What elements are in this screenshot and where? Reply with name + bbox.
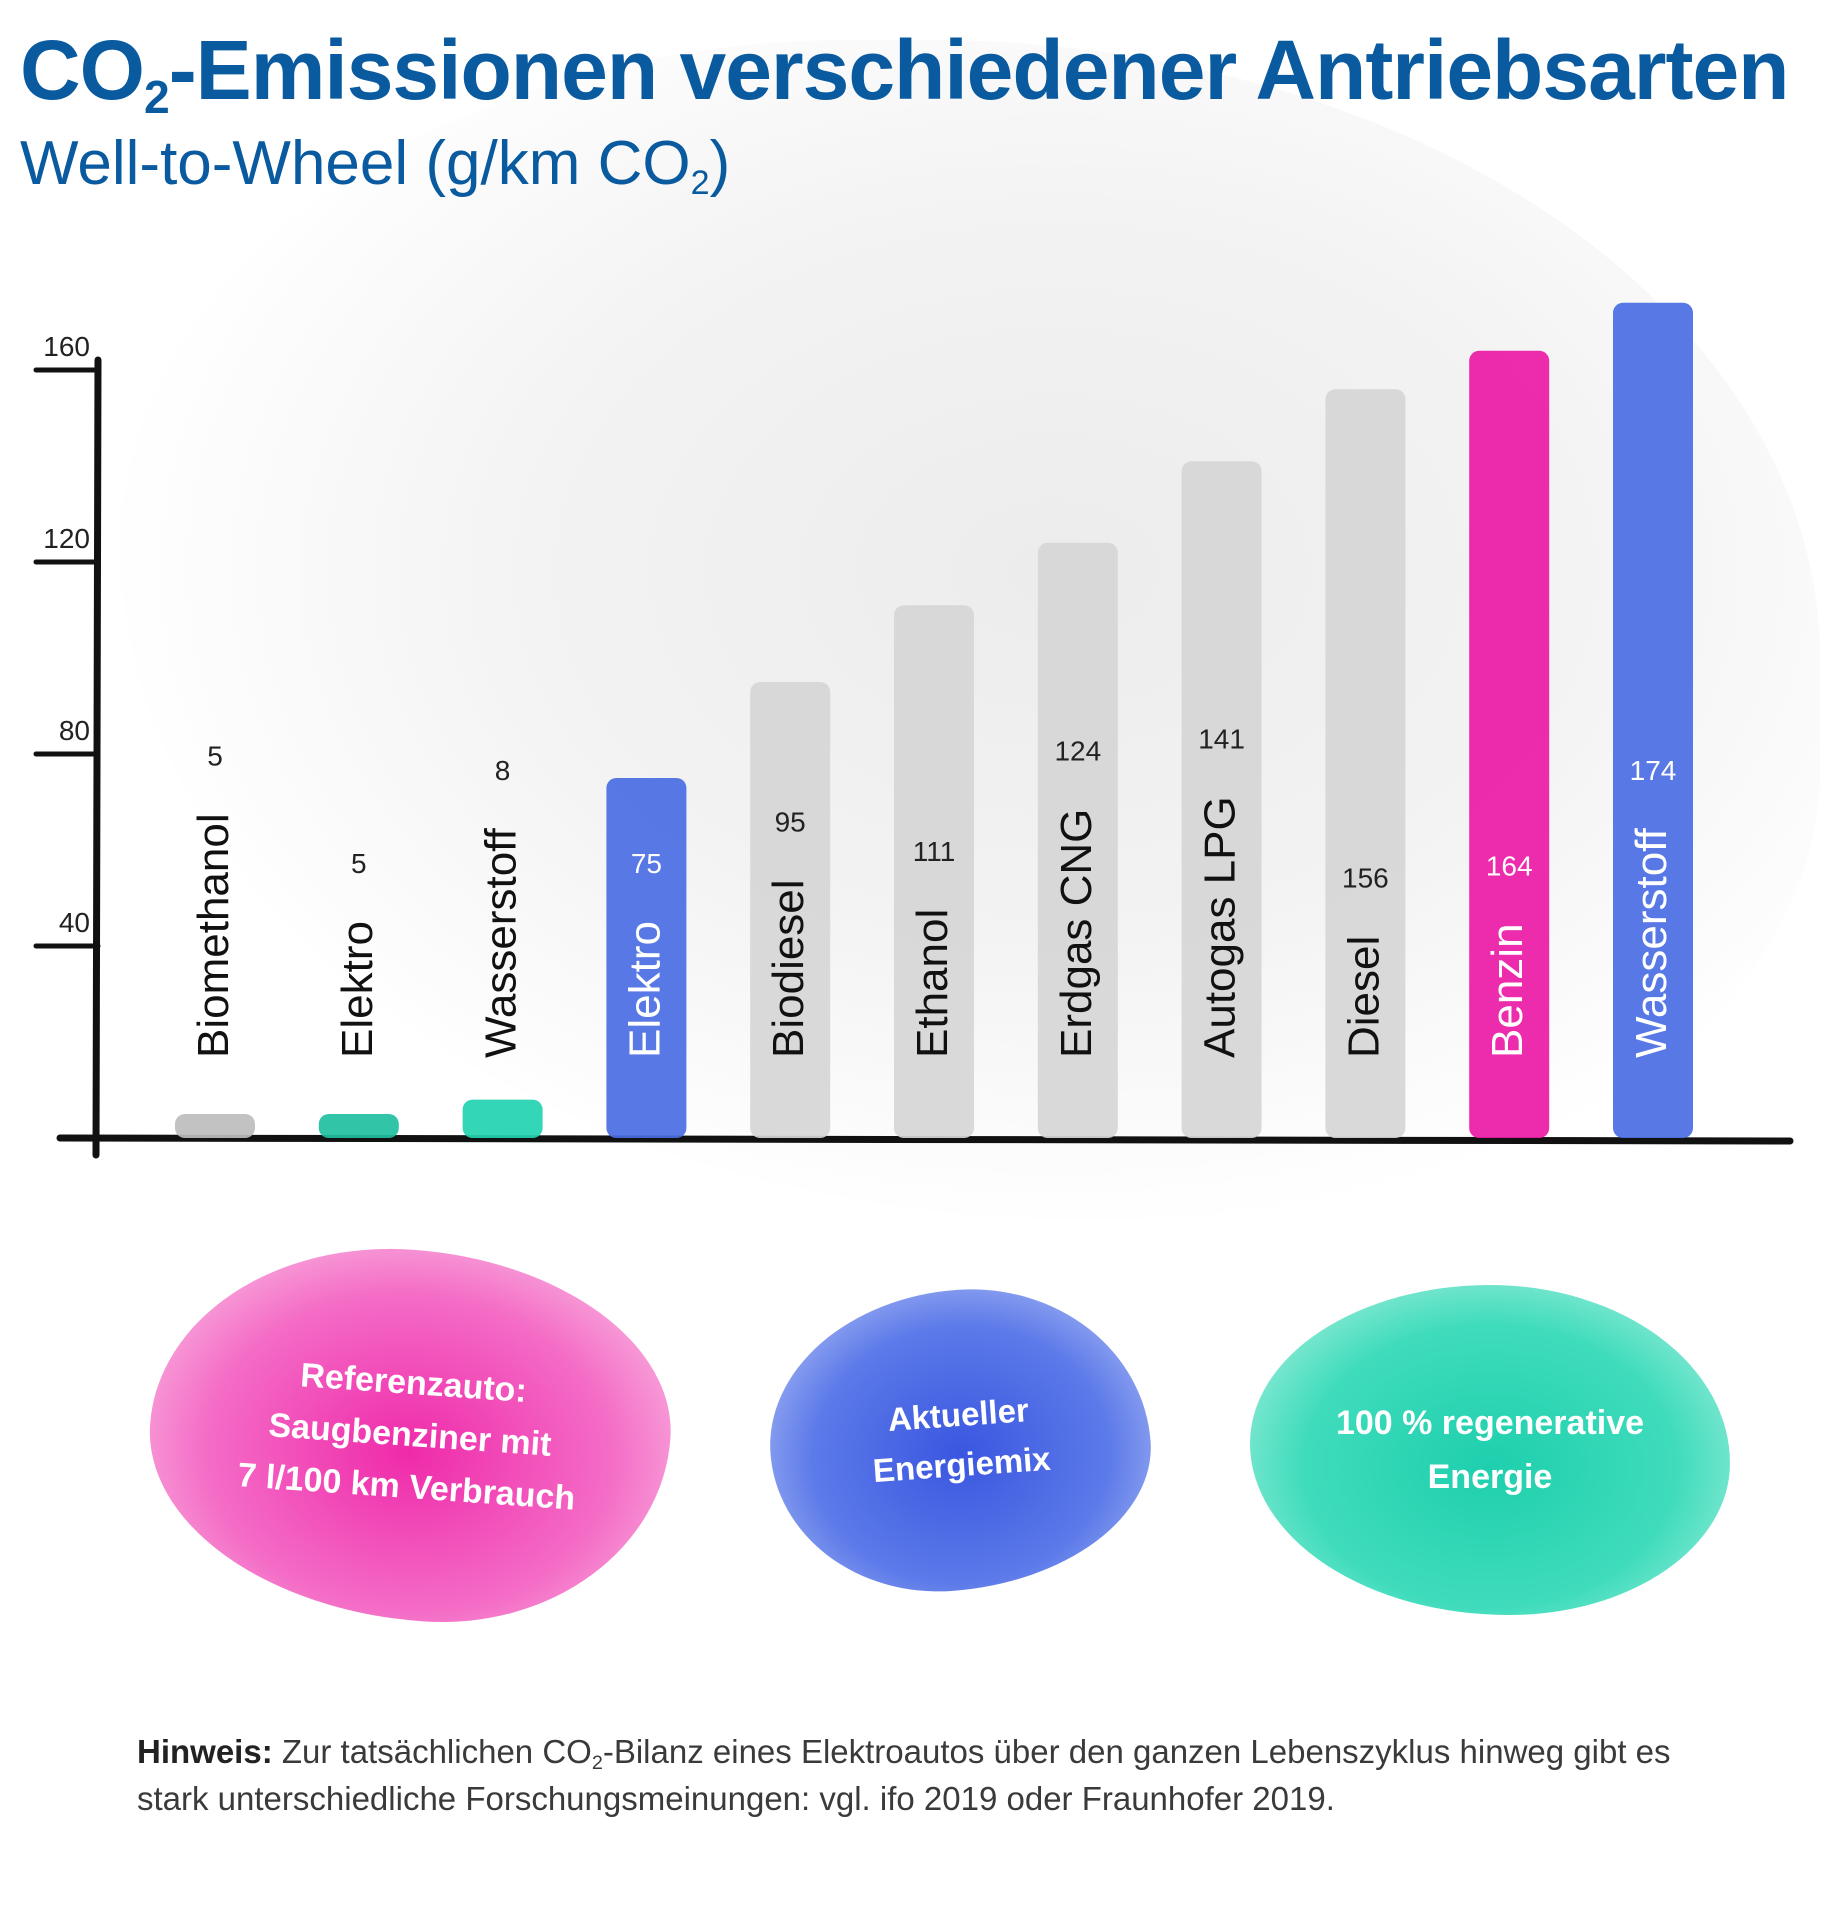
value-label: 156 <box>1342 863 1389 894</box>
value-label: 141 <box>1198 723 1245 754</box>
legend-reference-car: Referenzauto: Saugbenziner mit 7 l/100 k… <box>137 1232 683 1638</box>
chart-subtitle: Well-to-Wheel (g/km CO2) <box>20 129 731 203</box>
value-label: 164 <box>1486 850 1533 881</box>
category-label: Elektro <box>333 921 382 1058</box>
y-tick-label: 160 <box>43 331 90 362</box>
y-tick-label: 40 <box>59 907 90 938</box>
category-label: Autogas LPG <box>1196 796 1245 1058</box>
footnote: Hinweis: Zur tatsächlichen CO2-Bilanz ei… <box>137 1733 1671 1817</box>
category-label: Wasserstoff <box>477 827 526 1058</box>
bar <box>1469 350 1550 1138</box>
y-tick-label: 120 <box>43 523 90 554</box>
bar <box>1037 542 1118 1138</box>
bar <box>1613 302 1693 1138</box>
x-axis <box>56 1134 1794 1145</box>
category-label: Biomethanol <box>189 813 238 1058</box>
value-label: 5 <box>351 848 367 879</box>
legend-current-energy-mix: Aktueller Energiemix <box>759 1277 1161 1603</box>
value-label: 75 <box>631 848 662 879</box>
value-label: 111 <box>913 836 956 867</box>
value-label: 95 <box>775 806 806 837</box>
value-label: 8 <box>495 755 511 786</box>
y-tick-label: 80 <box>59 715 90 746</box>
value-label: 5 <box>207 740 223 771</box>
chart-title: CO2-Emissionen verschiedener Antriebsart… <box>20 23 1789 123</box>
bar <box>318 1114 399 1138</box>
category-label: Biodiesel <box>764 879 813 1058</box>
bar <box>750 682 831 1138</box>
category-label: Erdgas CNG <box>1052 809 1101 1058</box>
value-label: 124 <box>1054 736 1101 767</box>
value-label: 174 <box>1630 755 1677 786</box>
bar <box>1181 461 1262 1138</box>
bar <box>175 1114 255 1138</box>
bar <box>606 778 687 1138</box>
bar <box>1325 389 1406 1138</box>
legend-renewable-energy: 100 % regenerative Energie <box>1250 1285 1730 1615</box>
category-label: Diesel <box>1339 936 1388 1058</box>
bar <box>894 605 974 1138</box>
y-axis <box>92 356 102 1159</box>
bar <box>462 1099 543 1138</box>
category-label: Wasserstoff <box>1627 827 1676 1058</box>
category-label: Elektro <box>620 921 669 1058</box>
category-label: Ethanol <box>908 909 957 1058</box>
category-label: Benzin <box>1483 923 1532 1058</box>
bar-chart: 40 80 120 160 Biomethanol 5 Elektro 5 Wasserstof… <box>33 302 1794 1159</box>
